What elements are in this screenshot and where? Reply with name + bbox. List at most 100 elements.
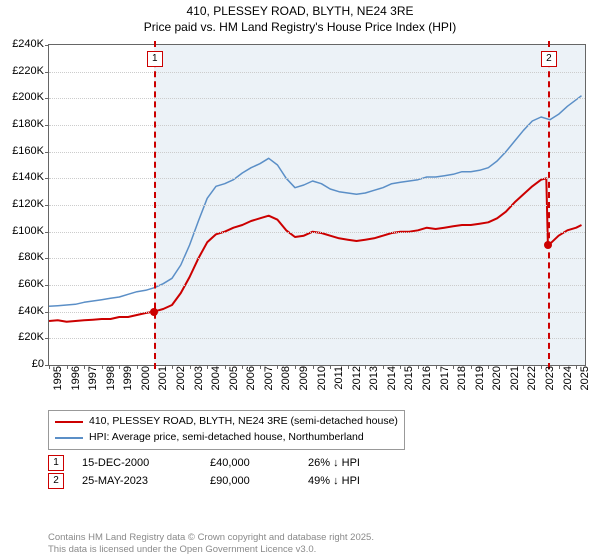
y-tick-label: £160K <box>0 145 44 157</box>
y-gridline <box>49 312 585 313</box>
x-tick <box>418 365 419 369</box>
title-address: 410, PLESSEY ROAD, BLYTH, NE24 3RE <box>0 4 600 20</box>
x-tick-label: 2008 <box>280 366 292 390</box>
x-tick <box>541 365 542 369</box>
x-tick <box>506 365 507 369</box>
x-tick-label: 2006 <box>245 366 257 390</box>
chart-title: 410, PLESSEY ROAD, BLYTH, NE24 3RE Price… <box>0 0 600 35</box>
series-property <box>49 178 582 321</box>
x-tick-label: 2024 <box>562 366 574 390</box>
sale-row: 1 15-DEC-2000 £40,000 26% ↓ HPI <box>48 454 584 472</box>
sales-table: 1 15-DEC-2000 £40,000 26% ↓ HPI 2 25-MAY-2023… <box>48 454 584 490</box>
y-tick <box>45 125 49 126</box>
x-tick <box>225 365 226 369</box>
attribution-line1: Contains HM Land Registry data © Crown c… <box>48 532 584 544</box>
y-tick-label: £40K <box>0 305 44 317</box>
sale-marker-badge: 1 <box>147 51 163 67</box>
y-gridline <box>49 72 585 73</box>
x-tick-label: 1998 <box>105 366 117 390</box>
x-tick-label: 2009 <box>298 366 310 390</box>
y-tick-label: £60K <box>0 278 44 290</box>
sale-row-hpi: 26% ↓ HPI <box>308 457 428 469</box>
x-tick-label: 2013 <box>368 366 380 390</box>
y-tick-label: £120K <box>0 198 44 210</box>
y-tick <box>45 205 49 206</box>
x-tick-label: 2023 <box>544 366 556 390</box>
x-tick <box>102 365 103 369</box>
y-tick <box>45 285 49 286</box>
y-gridline <box>49 205 585 206</box>
x-tick-label: 2007 <box>263 366 275 390</box>
x-tick <box>295 365 296 369</box>
x-tick-label: 2021 <box>509 366 521 390</box>
legend-label: 410, PLESSEY ROAD, BLYTH, NE24 3RE (semi… <box>89 414 398 430</box>
x-tick <box>84 365 85 369</box>
x-tick-label: 2004 <box>210 366 222 390</box>
y-tick-label: £180K <box>0 118 44 130</box>
sale-row-price: £90,000 <box>210 475 290 487</box>
x-tick <box>172 365 173 369</box>
x-tick <box>242 365 243 369</box>
x-tick <box>67 365 68 369</box>
x-tick-label: 2020 <box>491 366 503 390</box>
y-tick <box>45 312 49 313</box>
y-tick <box>45 178 49 179</box>
sale-marker-line <box>154 41 156 369</box>
legend-swatch <box>55 437 83 439</box>
series-hpi <box>49 96 582 307</box>
x-tick-label: 1997 <box>87 366 99 390</box>
x-tick <box>260 365 261 369</box>
sale-marker-line <box>548 41 550 369</box>
y-tick <box>45 338 49 339</box>
x-tick-label: 2018 <box>456 366 468 390</box>
x-tick <box>330 365 331 369</box>
legend-box: 410, PLESSEY ROAD, BLYTH, NE24 3RE (semi… <box>48 410 405 450</box>
x-tick-label: 2017 <box>439 366 451 390</box>
y-gridline <box>49 125 585 126</box>
y-tick <box>45 258 49 259</box>
x-tick <box>400 365 401 369</box>
x-tick-label: 2003 <box>193 366 205 390</box>
y-tick-label: £100K <box>0 225 44 237</box>
attribution-line2: This data is licensed under the Open Gov… <box>48 544 584 556</box>
x-tick-label: 2010 <box>316 366 328 390</box>
y-tick-label: £20K <box>0 331 44 343</box>
chart-plot-area: 12 <box>48 44 586 366</box>
x-tick <box>453 365 454 369</box>
legend-row: 410, PLESSEY ROAD, BLYTH, NE24 3RE (semi… <box>55 414 398 430</box>
x-tick-label: 2012 <box>351 366 363 390</box>
sale-row-price: £40,000 <box>210 457 290 469</box>
y-tick-label: £140K <box>0 171 44 183</box>
x-tick <box>365 365 366 369</box>
sale-row-date: 15-DEC-2000 <box>82 457 192 469</box>
x-tick <box>383 365 384 369</box>
y-tick <box>45 232 49 233</box>
y-gridline <box>49 98 585 99</box>
x-tick <box>471 365 472 369</box>
x-tick <box>313 365 314 369</box>
y-gridline <box>49 152 585 153</box>
y-gridline <box>49 258 585 259</box>
x-tick-label: 2011 <box>333 366 345 390</box>
y-tick <box>45 152 49 153</box>
x-tick-label: 2000 <box>140 366 152 390</box>
x-tick-label: 2001 <box>157 366 169 390</box>
x-tick-label: 2022 <box>526 366 538 390</box>
sale-row-date: 25-MAY-2023 <box>82 475 192 487</box>
y-tick <box>45 45 49 46</box>
x-tick <box>488 365 489 369</box>
y-tick-label: £80K <box>0 251 44 263</box>
y-tick <box>45 98 49 99</box>
sale-row-hpi: 49% ↓ HPI <box>308 475 428 487</box>
legend-label: HPI: Average price, semi-detached house,… <box>89 430 364 446</box>
x-tick-label: 2016 <box>421 366 433 390</box>
sale-row-badge: 1 <box>48 455 64 471</box>
y-gridline <box>49 285 585 286</box>
y-tick-label: £200K <box>0 91 44 103</box>
y-gridline <box>49 178 585 179</box>
y-tick-label: £0 <box>0 358 44 370</box>
x-tick-label: 1996 <box>70 366 82 390</box>
sale-row-badge: 2 <box>48 473 64 489</box>
legend-and-sales: 410, PLESSEY ROAD, BLYTH, NE24 3RE (semi… <box>48 410 584 490</box>
x-tick-label: 2025 <box>579 366 591 390</box>
